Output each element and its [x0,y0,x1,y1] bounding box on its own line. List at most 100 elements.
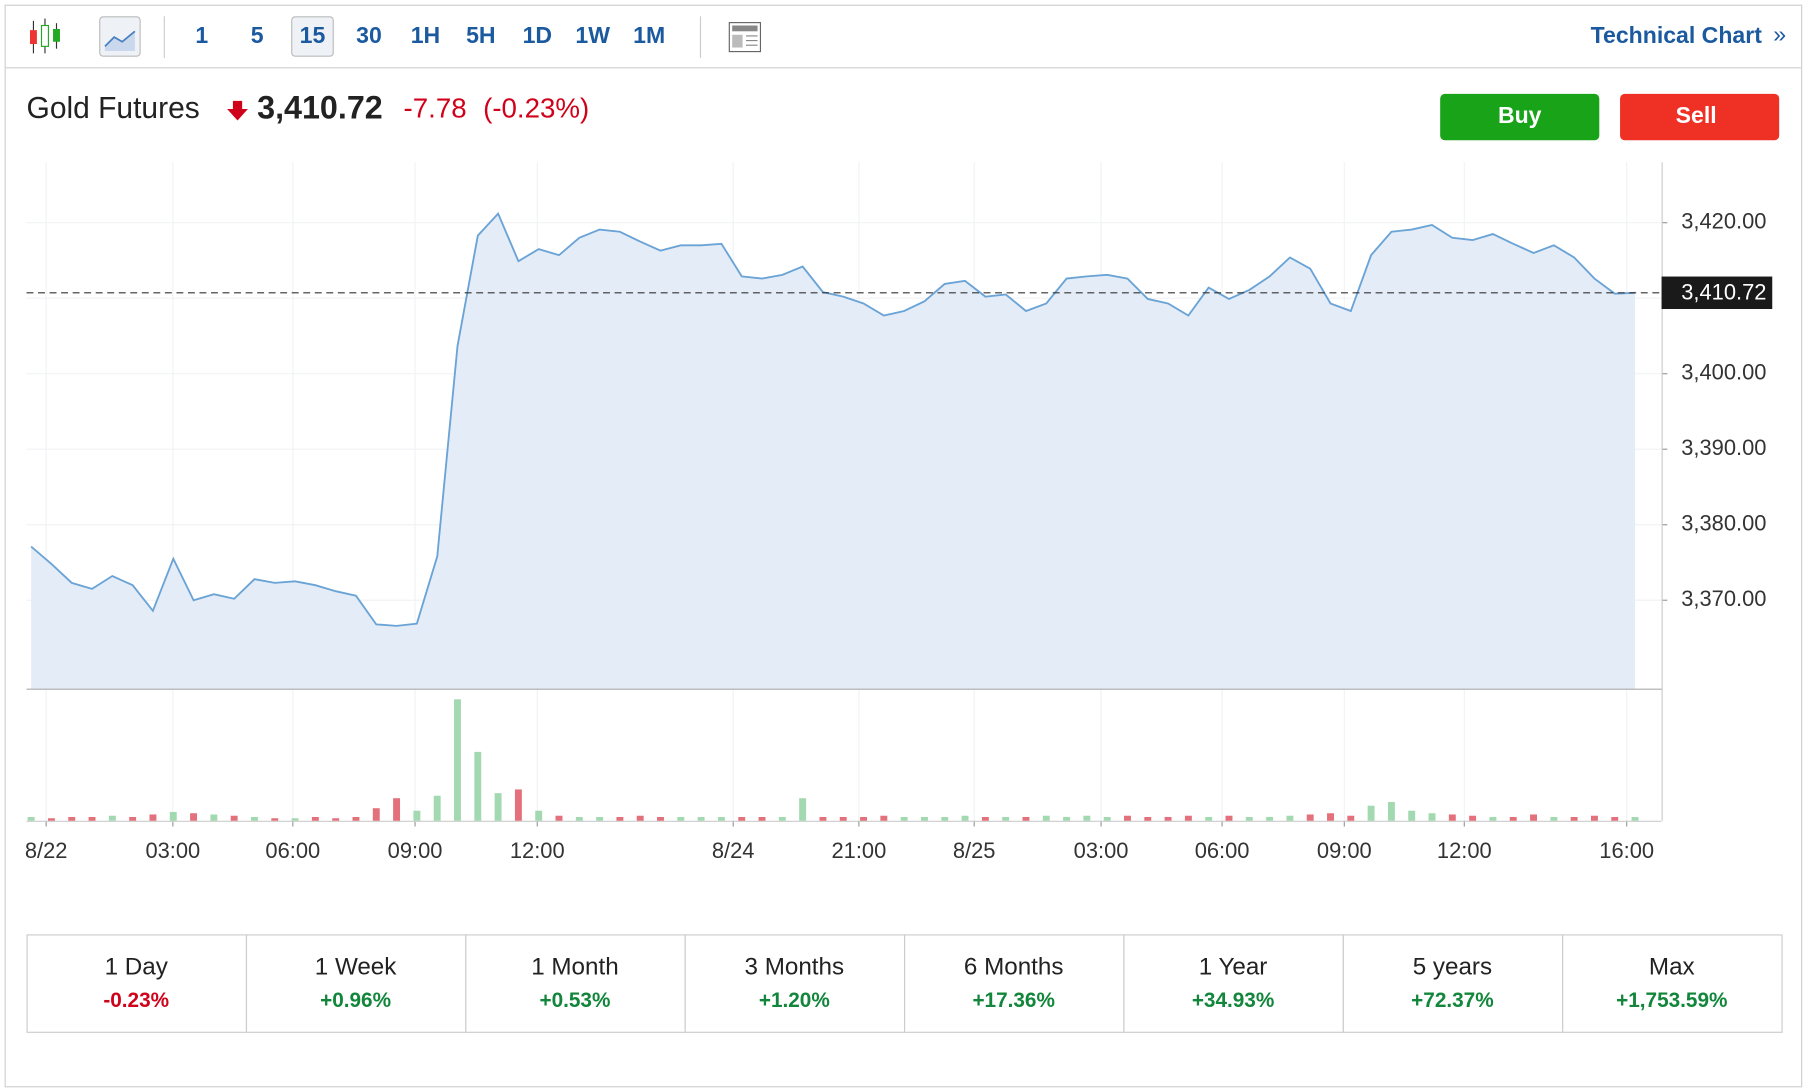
change: -7.78 [404,92,467,123]
interval-button[interactable]: 15 [300,22,326,48]
volume-bar [1205,816,1213,821]
period-change[interactable]: +1.20% [759,989,830,1012]
period-change[interactable]: +72.37% [1411,989,1493,1012]
volume-bar [1631,816,1639,821]
x-tick-label: 12:00 [510,838,565,863]
period-label[interactable]: 1 Day [105,953,169,980]
period-cell[interactable] [26,934,248,1033]
interval-button[interactable]: 1M [633,22,665,48]
period-cell[interactable] [684,934,906,1033]
volume-bar [372,808,380,821]
volume-bar [1408,810,1416,821]
interval-button[interactable]: 1W [575,22,610,48]
volume-bar [1286,815,1294,821]
x-tick-label: 12:00 [1437,838,1492,863]
sell-button[interactable] [1620,93,1780,141]
period-label[interactable]: 3 Months [745,953,845,980]
volume-bar [311,816,319,821]
volume-bar [636,815,644,821]
interval-button[interactable]: 1 [195,22,208,48]
period-cell[interactable] [904,934,1125,1033]
down-arrow [227,100,248,121]
volume-bar [1266,816,1274,821]
volume-bar [1164,816,1172,821]
volume-bar [68,816,76,821]
volume-bar [981,816,989,821]
volume-bar [352,816,360,821]
volume-bar [778,816,786,821]
volume-bar [677,816,685,821]
period-label[interactable]: 5 years [1413,953,1492,980]
period-label[interactable]: 1 Month [531,953,618,980]
volume-bar [1387,801,1395,821]
volume-bar [575,816,583,821]
volume-bar [900,816,908,821]
volume-bar [738,816,746,821]
interval-button[interactable]: 1D [523,22,552,48]
period-change[interactable]: +1,753.59% [1616,989,1727,1012]
volume-bar [1367,805,1375,821]
last-price-box [1661,276,1773,310]
volume-bar [190,813,198,821]
volume-bar [251,816,258,821]
technical-arrow[interactable]: » [1773,21,1786,47]
x-tick-label: 8/22 [25,838,68,863]
period-cell[interactable] [245,934,467,1033]
period-label[interactable]: 1 Week [315,953,397,980]
volume-bar [657,816,664,821]
volume-bar [1611,816,1619,821]
period-cell[interactable] [1123,934,1344,1033]
period-cell[interactable] [1342,934,1564,1033]
y-tick-label: 3,370.00 [1681,586,1766,611]
volume-bar [1225,815,1233,821]
volume-bar [596,816,604,821]
x-tick-label: 03:00 [145,838,200,863]
volume-bar [1428,813,1436,821]
volume-bar [1327,813,1334,821]
line-icon[interactable] [99,16,141,57]
y-tick-label: 3,390.00 [1681,435,1766,460]
x-tick-label: 09:00 [388,838,443,863]
period-change[interactable]: +0.96% [320,989,391,1012]
candle-icon[interactable] [29,18,60,54]
price: 3,410.72 [257,90,383,126]
volume-bar [1083,815,1091,821]
volume-bar [941,816,949,821]
x-tick-label: 8/25 [953,838,996,863]
layout-icon[interactable] [728,22,762,53]
period-change[interactable]: -0.23% [103,989,169,1012]
interval-button[interactable]: 30 [356,22,382,48]
volume-bar [1124,815,1131,821]
period-label[interactable]: 1 Year [1199,953,1268,980]
volume-bar [717,816,725,821]
volume-bar [169,811,177,821]
period-cell[interactable] [465,934,686,1033]
volume-bar [413,810,421,821]
technical-link[interactable]: Technical Chart [1591,22,1762,48]
volume-bar [758,816,766,821]
volume-bar [1550,816,1558,821]
volume-bar [108,815,116,821]
period-change[interactable]: +17.36% [972,989,1054,1012]
volume-bar [393,798,401,821]
period-label[interactable]: 6 Months [964,953,1064,980]
interval-button[interactable]: 5H [466,22,495,48]
sell-label[interactable]: Sell [1676,102,1717,128]
interval-button[interactable]: 1H [411,22,440,48]
volume-bar [514,789,522,821]
x-tick-label: 16:00 [1599,838,1654,863]
period-label[interactable]: Max [1649,953,1695,980]
volume-bar [291,818,299,821]
volume-bar [1590,815,1598,821]
x-tick-label: 06:00 [1195,838,1250,863]
period-change[interactable]: +34.93% [1192,989,1274,1012]
interval-button[interactable]: 5 [251,22,264,48]
buy-button[interactable] [1440,93,1600,141]
volume-bar [616,816,624,821]
period-change[interactable]: +0.53% [539,989,610,1012]
buy-label[interactable]: Buy [1498,102,1542,128]
volume-bar [271,818,279,821]
volume-bar [332,818,340,821]
period-cell[interactable] [1562,934,1783,1033]
volume-bar [129,816,137,821]
